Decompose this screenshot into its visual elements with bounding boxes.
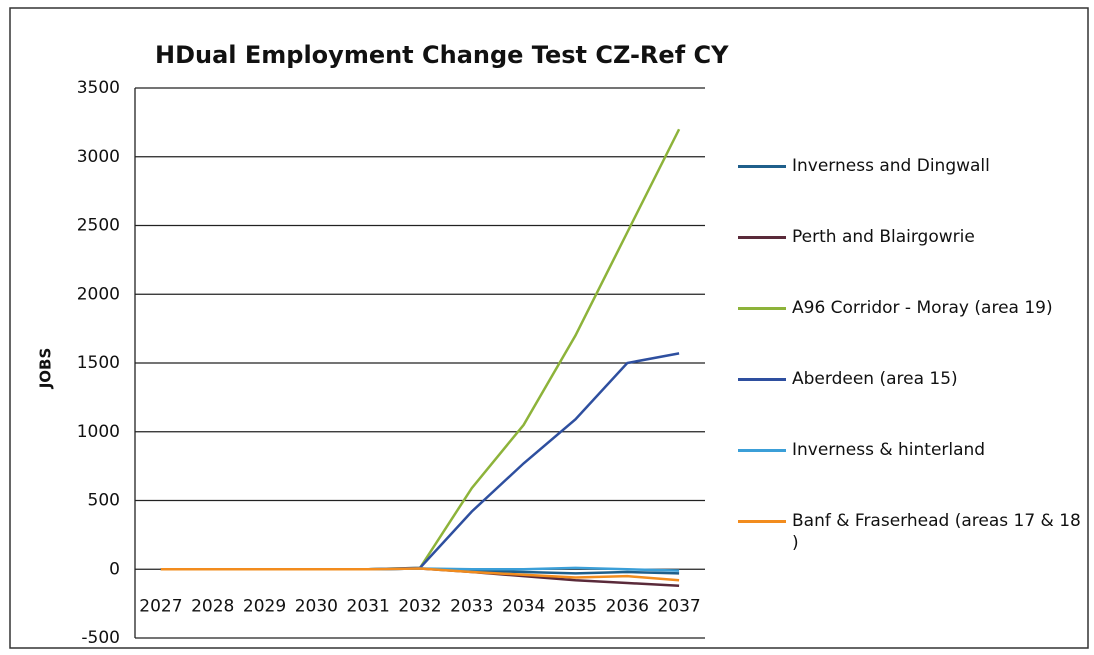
y-tick-label: 500 (88, 491, 120, 511)
y-tick-label: 0 (109, 559, 120, 579)
x-tick-label: 2037 (657, 596, 700, 616)
legend-label: Inverness & hinterland (792, 440, 986, 460)
y-tick-label: 2000 (77, 284, 120, 304)
frame (9, 7, 1089, 649)
legend-label: Perth and Blairgowrie (792, 227, 975, 247)
legend-swatch (738, 236, 786, 239)
chart-title: HDual Employment Change Test CZ-Ref CY (155, 41, 729, 69)
legend-item: Banf & Fraserhead (areas 17 & 18 ) (738, 510, 1092, 554)
legend-swatch (738, 165, 786, 168)
legend-label: Inverness and Dingwall (792, 156, 990, 176)
y-tick-label: 1500 (77, 353, 120, 373)
legend-label: A96 Corridor - Moray (area 19) (792, 298, 1053, 318)
x-tick-label: 2029 (243, 596, 286, 616)
legend-swatch (738, 307, 786, 310)
legend-label: Banf & Fraserhead (areas 17 & 18 ) (792, 511, 1081, 553)
y-tick-label: 3500 (77, 78, 120, 98)
y-axis-label: JOBS (37, 348, 55, 390)
legend-item: Perth and Blairgowrie (738, 226, 1092, 248)
x-tick-label: 2034 (502, 596, 545, 616)
y-tick-label: 2500 (77, 216, 120, 236)
legend-swatch (738, 378, 786, 381)
series-line (160, 567, 680, 582)
y-tick-label: 3000 (77, 147, 120, 167)
legend-item: Inverness & hinterland (738, 439, 1092, 461)
y-tick-label: 1000 (77, 422, 120, 442)
legend-swatch (738, 449, 786, 452)
series-line (160, 128, 681, 571)
y-tick-label: -500 (81, 628, 120, 648)
legend-swatch (738, 520, 786, 523)
x-tick-label: 2036 (606, 596, 649, 616)
legend-item: Inverness and Dingwall (738, 155, 1092, 177)
legend-item: Aberdeen (area 15) (738, 368, 1092, 390)
x-tick-label: 2031 (347, 596, 390, 616)
legend-item: A96 Corridor - Moray (area 19) (738, 297, 1092, 319)
x-tick-label: 2032 (398, 596, 441, 616)
x-tick-label: 2030 (295, 596, 338, 616)
x-tick-label: 2033 (450, 596, 493, 616)
x-tick-label: 2027 (139, 596, 182, 616)
series-line (160, 352, 680, 571)
x-tick-label: 2028 (191, 596, 234, 616)
legend-label: Aberdeen (area 15) (792, 369, 958, 389)
x-tick-label: 2035 (554, 596, 597, 616)
